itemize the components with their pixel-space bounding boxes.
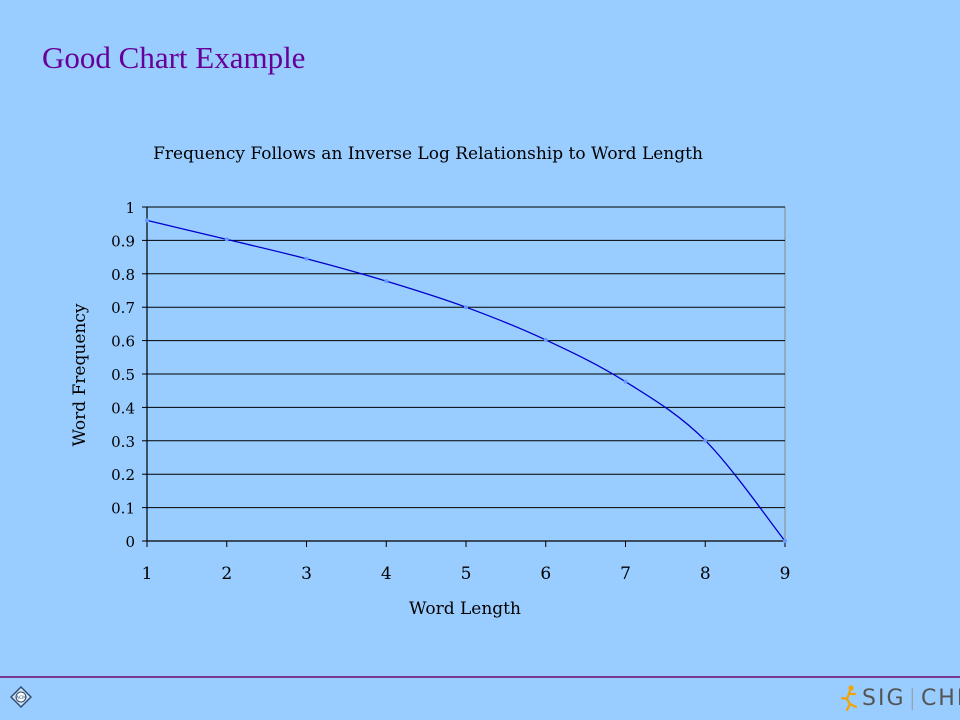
x-tick-label: 9 [780,564,791,584]
y-tick-label: 0.9 [111,232,135,250]
x-tick-label: 5 [461,564,472,584]
data-point [703,438,708,443]
y-tick-label: 0.3 [111,433,135,451]
data-point [623,379,628,384]
y-tick-label: 0.6 [111,333,135,351]
acm-logo-text: ACM [16,695,26,701]
x-axis-label: Word Length [409,599,521,619]
chart-title: Frequency Follows an Inverse Log Relatio… [153,144,703,164]
x-tick-label: 6 [540,564,551,584]
y-tick-label: 0.2 [111,466,135,484]
data-markers [145,218,787,543]
x-tick-label: 4 [381,564,392,584]
data-point [304,256,309,261]
data-point [145,218,149,223]
y-axis-ticks: 0 0.1 0.2 0.3 0.4 0.5 0.6 0.7 0.8 0.9 1 [111,199,147,551]
sigchi-logo-divider: | [908,685,918,711]
data-point [384,279,389,284]
data-point [543,337,548,342]
data-point [224,237,229,242]
x-tick-label: 1 [142,564,153,584]
data-point [783,539,787,543]
data-point [464,305,468,310]
y-tick-label: 0.5 [111,366,135,384]
x-axis-ticks: 1 2 3 4 5 6 7 8 9 [142,541,791,584]
y-tick-label: 0 [125,533,135,551]
sigchi-logo: SIG | CHI [838,684,960,712]
y-tick-label: 0.8 [111,266,135,284]
y-tick-label: 1 [125,199,135,217]
sigchi-figure-icon [840,685,858,711]
sigchi-logo-chi: CHI [920,685,960,711]
x-tick-label: 3 [301,564,312,584]
y-tick-label: 0.1 [111,500,135,518]
sigchi-logo-sig: SIG [862,685,906,711]
chart: Frequency Follows an Inverse Log Relatio… [70,144,791,619]
x-tick-label: 2 [221,564,232,584]
y-tick-label: 0.4 [111,399,135,417]
y-axis-label: Word Frequency [70,303,90,446]
y-tick-label: 0.7 [111,299,135,317]
footer-divider [0,676,960,678]
x-tick-label: 7 [620,564,631,584]
slide-title: Good Chart Example [42,40,306,75]
x-tick-label: 8 [700,564,711,584]
acm-logo-icon: ACM [10,686,32,708]
